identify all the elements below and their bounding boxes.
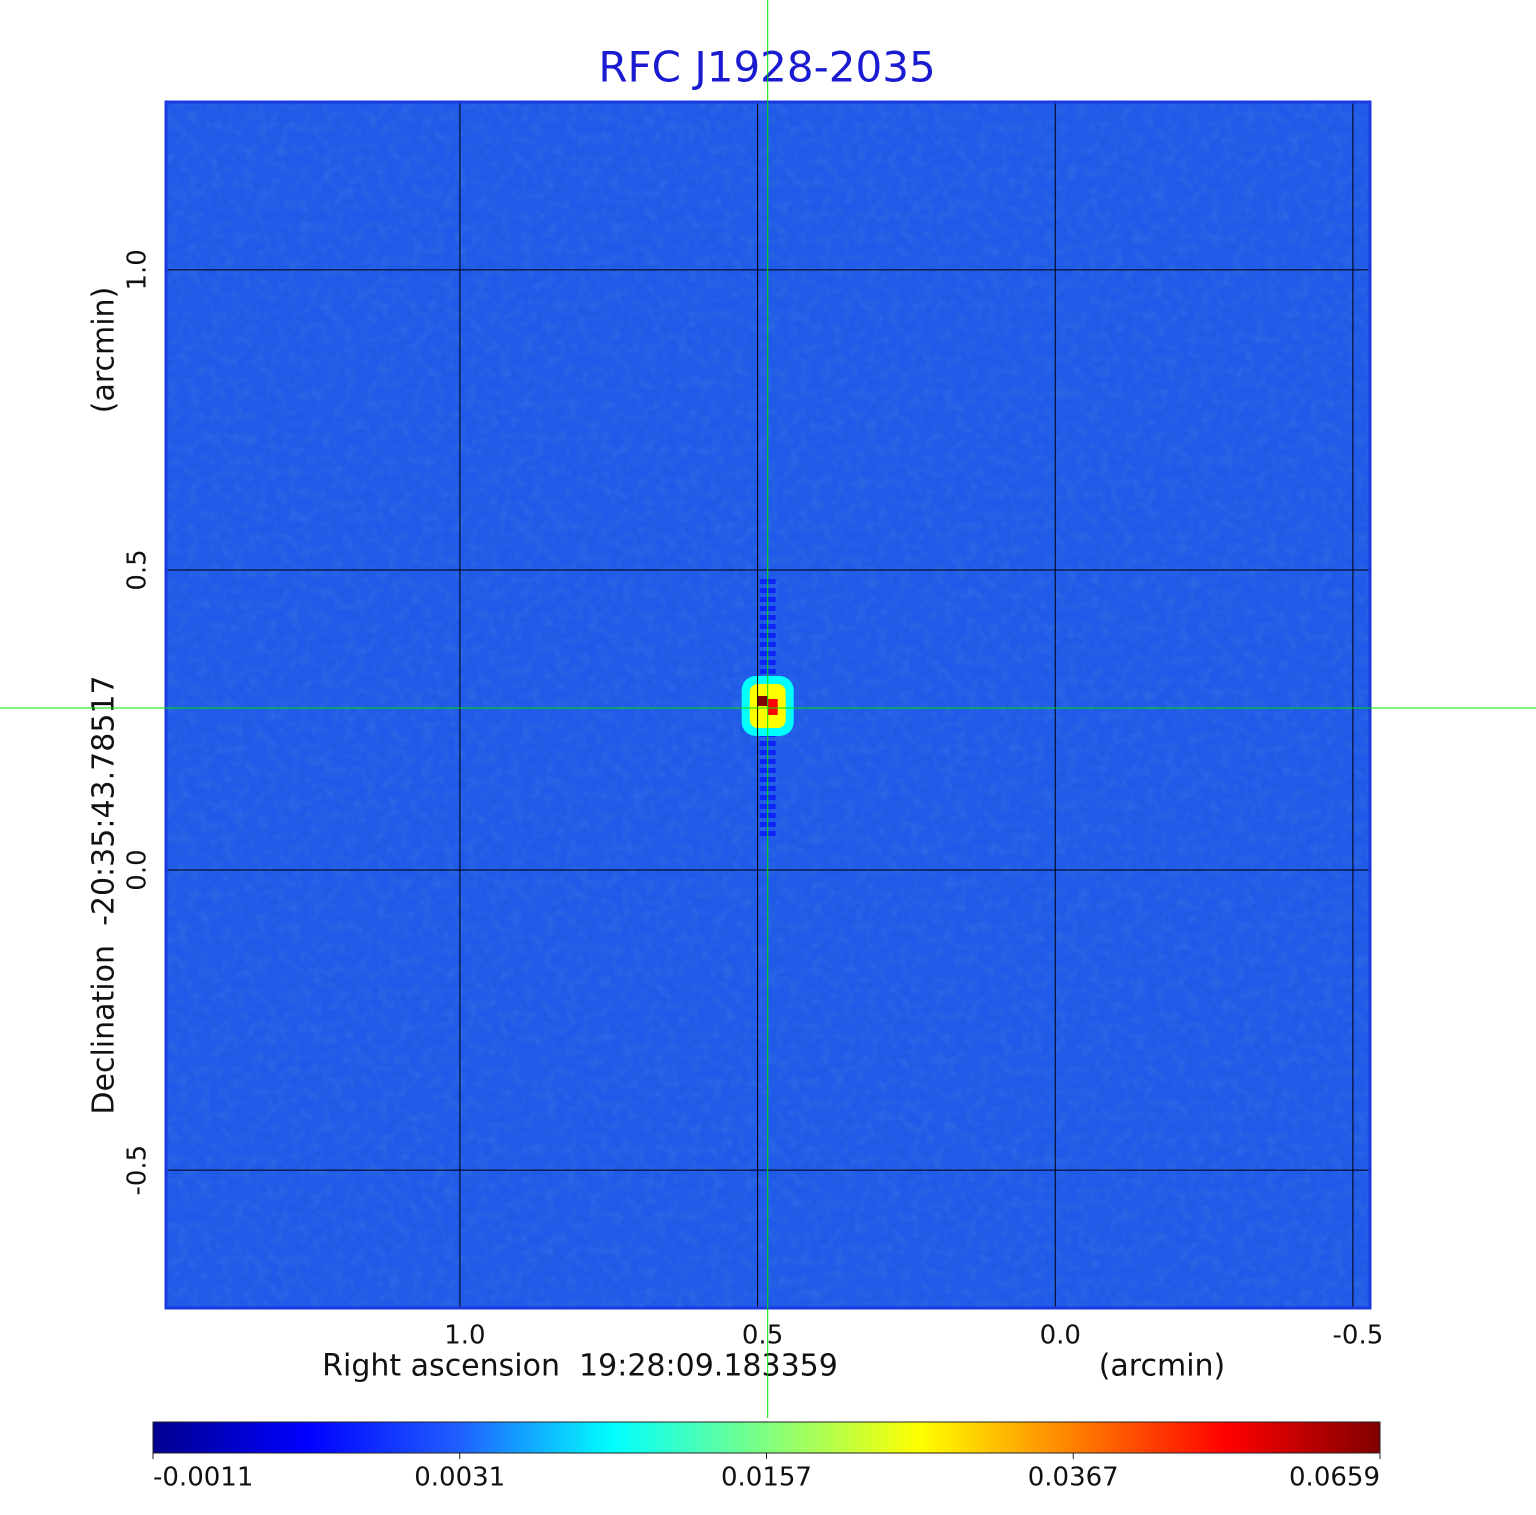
y-tick-label: 0.0 (123, 849, 153, 890)
x-axis-unit: (arcmin) (1099, 1349, 1226, 1384)
x-axis-label: Right ascension 19:28:09.183359 (322, 1349, 838, 1384)
source-core (757, 696, 768, 707)
y-tick-label: 0.5 (123, 549, 153, 590)
chart-title: RFC J1928-2035 (598, 43, 935, 92)
colorbar-tick-label: -0.0011 (153, 1463, 253, 1493)
colorbar-tick-label: 0.0367 (1028, 1463, 1119, 1493)
colorbar-tick-label: 0.0031 (414, 1463, 505, 1493)
x-tick-label: -0.5 (1333, 1321, 1384, 1351)
y-tick-label: 1.0 (123, 249, 153, 290)
colorbar-tick-label: 0.0659 (1289, 1463, 1380, 1493)
x-tick-label: 1.0 (444, 1321, 485, 1351)
colorbar-tick-label: 0.0157 (721, 1463, 812, 1493)
colorbar (152, 1421, 1381, 1454)
x-tick-label: 0.0 (1040, 1321, 1081, 1351)
y-axis-label: Declination -20:35:43.78517 (87, 675, 122, 1114)
y-tick-label: -0.5 (123, 1145, 153, 1196)
x-tick-label: 0.5 (742, 1321, 783, 1351)
y-axis-unit: (arcmin) (87, 287, 122, 414)
source-core (767, 699, 778, 716)
